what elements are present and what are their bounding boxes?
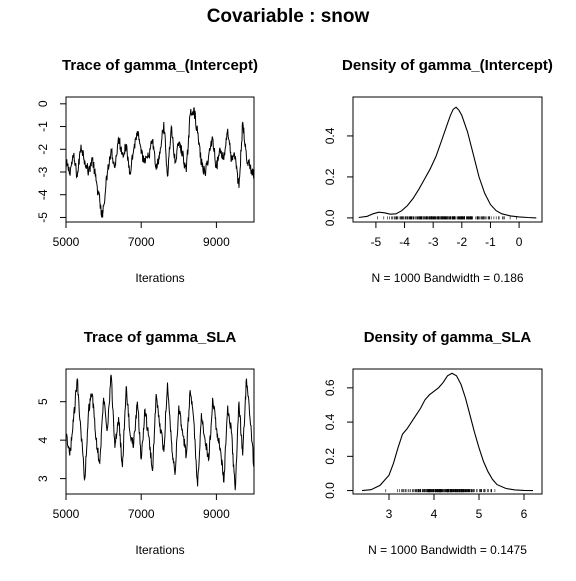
x-axis-label: N = 1000 Bandwidth = 0.1475 — [368, 543, 527, 557]
x-tick-label: 5 — [476, 507, 483, 521]
x-tick-label: -3 — [428, 235, 439, 249]
x-axis-label: Iterations — [135, 543, 184, 557]
panel-title: Density of gamma_(Intercept) — [342, 57, 553, 74]
y-tick-label: 0.0 — [323, 209, 337, 226]
y-tick-label: 0.4 — [323, 413, 337, 430]
y-tick-label: 0.6 — [323, 379, 337, 396]
density-curve — [361, 372, 534, 492]
y-tick-label: 0.0 — [323, 482, 337, 499]
x-tick-label: 9000 — [203, 235, 230, 249]
chart-panel-4: Density of gamma_SLA 3 4 5 6 0.0 0.2 0.4 0.6 N = … — [323, 329, 543, 557]
x-tick-label: -5 — [371, 235, 382, 249]
trace-line — [65, 107, 255, 218]
panel-title: Trace of gamma_SLA — [84, 329, 237, 346]
x-tick-label: 7000 — [128, 507, 155, 521]
rug-marks — [377, 216, 517, 220]
chart-panel-1: Trace of gamma_(Intercept) 5000 7000 9000 0 -… — [36, 57, 258, 285]
panel-title: Density of gamma_SLA — [364, 329, 532, 346]
density-curve — [358, 106, 537, 219]
chart-panel-2: Density of gamma_(Intercept) -5 -4 -3 -2 -1 0 0… — [323, 57, 553, 285]
y-tick-label: 0.2 — [323, 448, 337, 465]
y-tick-label: 3 — [36, 475, 50, 482]
y-tick-label: 0.2 — [323, 168, 337, 185]
x-tick-label: 9000 — [203, 507, 230, 521]
panel-title: Trace of gamma_(Intercept) — [62, 57, 258, 74]
y-tick-label: -4 — [36, 189, 50, 200]
panels-group: Trace of gamma_(Intercept) 5000 7000 9000 0 -… — [36, 57, 553, 557]
x-axis-label: Iterations — [135, 271, 184, 285]
plot-frame — [352, 368, 543, 495]
y-tick-label: 0 — [36, 100, 50, 107]
plot-frame — [352, 96, 543, 223]
figure-title: Covariable : snow — [207, 6, 370, 27]
plot-frame — [65, 96, 255, 223]
chart-panel-3: Trace of gamma_SLA 5000 7000 9000 3 4 5 Iterati… — [36, 329, 255, 557]
x-tick-label: 0 — [516, 235, 523, 249]
rug-marks — [385, 489, 496, 493]
y-tick-label: -2 — [36, 144, 50, 155]
x-tick-label: 6 — [521, 507, 528, 521]
x-tick-label: 7000 — [128, 235, 155, 249]
y-tick-label: -1 — [36, 121, 50, 132]
x-axis-label: N = 1000 Bandwidth = 0.186 — [371, 271, 523, 285]
x-tick-label: -1 — [485, 235, 496, 249]
x-tick-label: 5000 — [53, 507, 80, 521]
x-tick-label: -2 — [456, 235, 467, 249]
x-tick-label: 5000 — [53, 235, 80, 249]
y-tick-label: 0.4 — [323, 127, 337, 144]
y-tick-label: -3 — [36, 166, 50, 177]
y-tick-label: -5 — [36, 212, 50, 223]
x-tick-label: 4 — [431, 507, 438, 521]
plot-frame — [65, 368, 255, 495]
x-tick-label: -4 — [399, 235, 410, 249]
y-tick-label: 5 — [36, 398, 50, 405]
x-tick-label: 3 — [386, 507, 393, 521]
trace-line — [65, 374, 255, 491]
y-tick-label: 4 — [36, 436, 50, 443]
